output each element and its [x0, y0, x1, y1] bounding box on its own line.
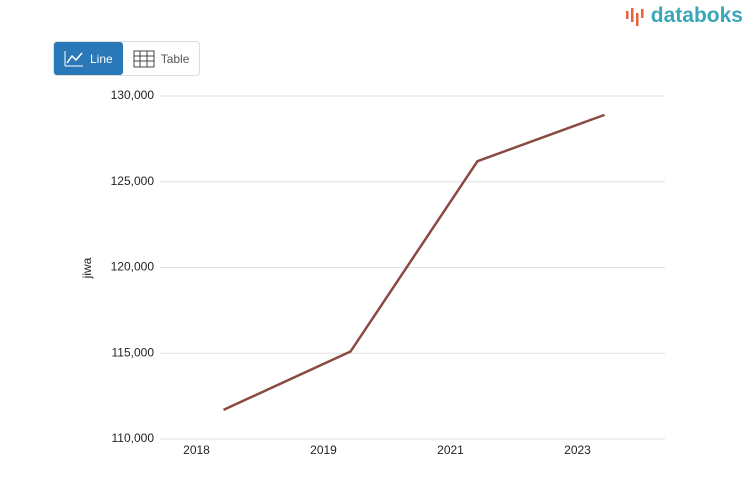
line-button-label: Line	[90, 51, 113, 66]
line-button[interactable]: Line	[54, 42, 123, 75]
x-tick-label: 2021	[437, 443, 464, 457]
logo-icon	[625, 8, 644, 26]
logo-text: databoks	[650, 4, 743, 27]
y-axis-label: jiwa	[80, 257, 94, 279]
table-icon	[133, 50, 155, 67]
x-tick-label: 2018	[183, 443, 210, 457]
y-tick-label: 120,000	[111, 260, 155, 274]
view-toggle: Line Table	[53, 41, 201, 76]
y-tick-label: 125,000	[111, 174, 155, 188]
table-button[interactable]: Table	[123, 42, 200, 75]
line-icon	[64, 50, 83, 66]
table-button-label: Table	[160, 51, 190, 66]
y-tick-label: 110,000	[112, 431, 155, 445]
x-tick-label: 2023	[564, 443, 591, 457]
y-tick-label: 130,000	[111, 88, 155, 102]
logo: databoks	[625, 4, 743, 28]
x-tick-label: 2019	[310, 443, 337, 457]
y-tick-label: 115,000	[112, 345, 155, 359]
line-series	[222, 113, 605, 411]
